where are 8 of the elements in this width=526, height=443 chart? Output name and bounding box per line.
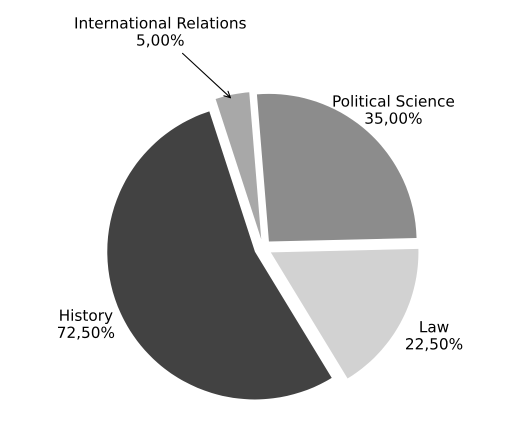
slice-label: Law: [420, 321, 449, 333]
slice-label: Political Science: [334, 94, 454, 107]
slice-label: History: [60, 309, 113, 324]
slice-label: International Relations: [76, 16, 246, 29]
data-label: 5,00%: [137, 34, 184, 48]
data-label: 72,50%: [58, 326, 114, 340]
data-label: 35,00%: [365, 112, 422, 126]
data-label: 22,50%: [406, 338, 462, 352]
